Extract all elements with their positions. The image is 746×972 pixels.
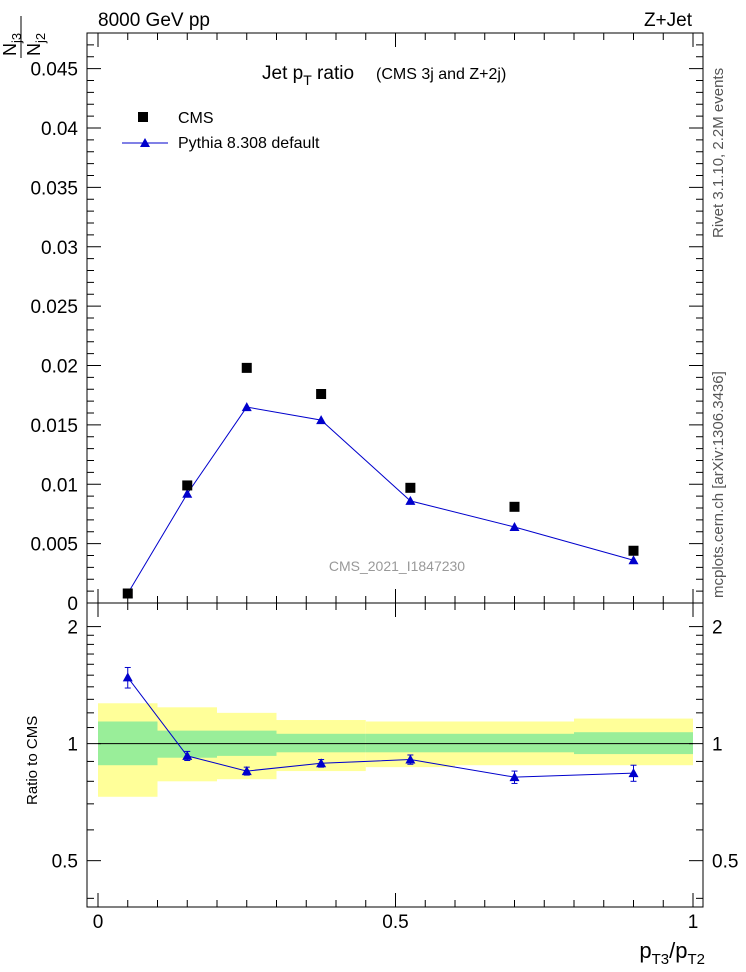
analysis-watermark: CMS_2021_I1847230 [329, 558, 465, 574]
legend-label-pythia: Pythia 8.308 default [178, 135, 320, 152]
uncertainty-band-inner [276, 733, 366, 753]
y-tick-label: 0.04 [41, 119, 78, 140]
y-tick-label: 0.025 [30, 297, 78, 318]
ratio-tick-label: 1 [67, 735, 78, 756]
ratio-point [628, 768, 639, 778]
pythia-point [509, 522, 520, 531]
uncertainty-band-inner [455, 733, 574, 753]
y-tick-label: 0.02 [41, 357, 78, 378]
ratio-tick-label-right: 0.5 [712, 852, 738, 873]
uncertainty-band-inner [365, 733, 455, 753]
pythia-point [182, 488, 193, 498]
legend-marker-cms [138, 112, 148, 122]
cms-point [241, 362, 252, 373]
mcplots-label: mcplots.cern.ch [arXiv:1306.3436] [710, 371, 727, 598]
cms-point [405, 482, 416, 493]
x-tick-label: 0.5 [382, 912, 408, 933]
header-right: Z+Jet [644, 10, 693, 31]
y-axis-label-ratio: Ratio to CMS [24, 716, 41, 805]
header-left: 8000 GeV pp [98, 10, 210, 31]
chart-title: Jet pT ratio [262, 63, 354, 88]
ratio-tick-label: 2 [67, 618, 78, 639]
svg-text:Nj3: Nj3 [0, 33, 24, 56]
pythia-point [628, 555, 639, 565]
y-axis-label-top: Nj3 Nj2 [0, 16, 48, 58]
legend-marker-pythia [140, 138, 150, 147]
pythia-point [405, 495, 416, 505]
ratio-point [241, 766, 252, 776]
ratio-point [405, 754, 416, 764]
cms-point [182, 480, 193, 491]
chart-title-note: (CMS 3j and Z+2j) [376, 66, 506, 83]
pythia-point [316, 415, 327, 425]
ratio-tick-label-right: 2 [712, 618, 723, 639]
y-tick-label: 0.045 [30, 60, 78, 81]
svg-text:Nj2: Nj2 [24, 33, 48, 56]
rivet-label: Rivet 3.1.10, 2.2M events [710, 68, 727, 238]
ratio-point [182, 750, 193, 760]
y-tick-label: 0.005 [30, 535, 78, 556]
ratio-point [316, 758, 327, 768]
x-tick-label: 1 [688, 912, 699, 933]
y-tick-label: 0.01 [41, 475, 78, 496]
ratio-tick-label: 0.5 [52, 852, 78, 873]
x-axis-label: pT3/pT2 [639, 938, 705, 968]
ratio-tick-label-right: 1 [712, 735, 723, 756]
cms-point [628, 545, 639, 556]
pythia-point [241, 402, 252, 412]
y-tick-label: 0 [67, 594, 78, 615]
x-tick-label: 0 [93, 912, 104, 933]
cms-point [316, 389, 327, 399]
legend-label-cms: CMS [178, 110, 214, 127]
cms-point [509, 501, 520, 512]
ratio-point [509, 772, 520, 782]
y-tick-label: 0.035 [30, 178, 78, 199]
y-tick-label: 0.03 [41, 238, 78, 259]
ratio-point [122, 672, 133, 682]
y-tick-label: 0.015 [30, 416, 78, 437]
cms-point [122, 588, 133, 599]
